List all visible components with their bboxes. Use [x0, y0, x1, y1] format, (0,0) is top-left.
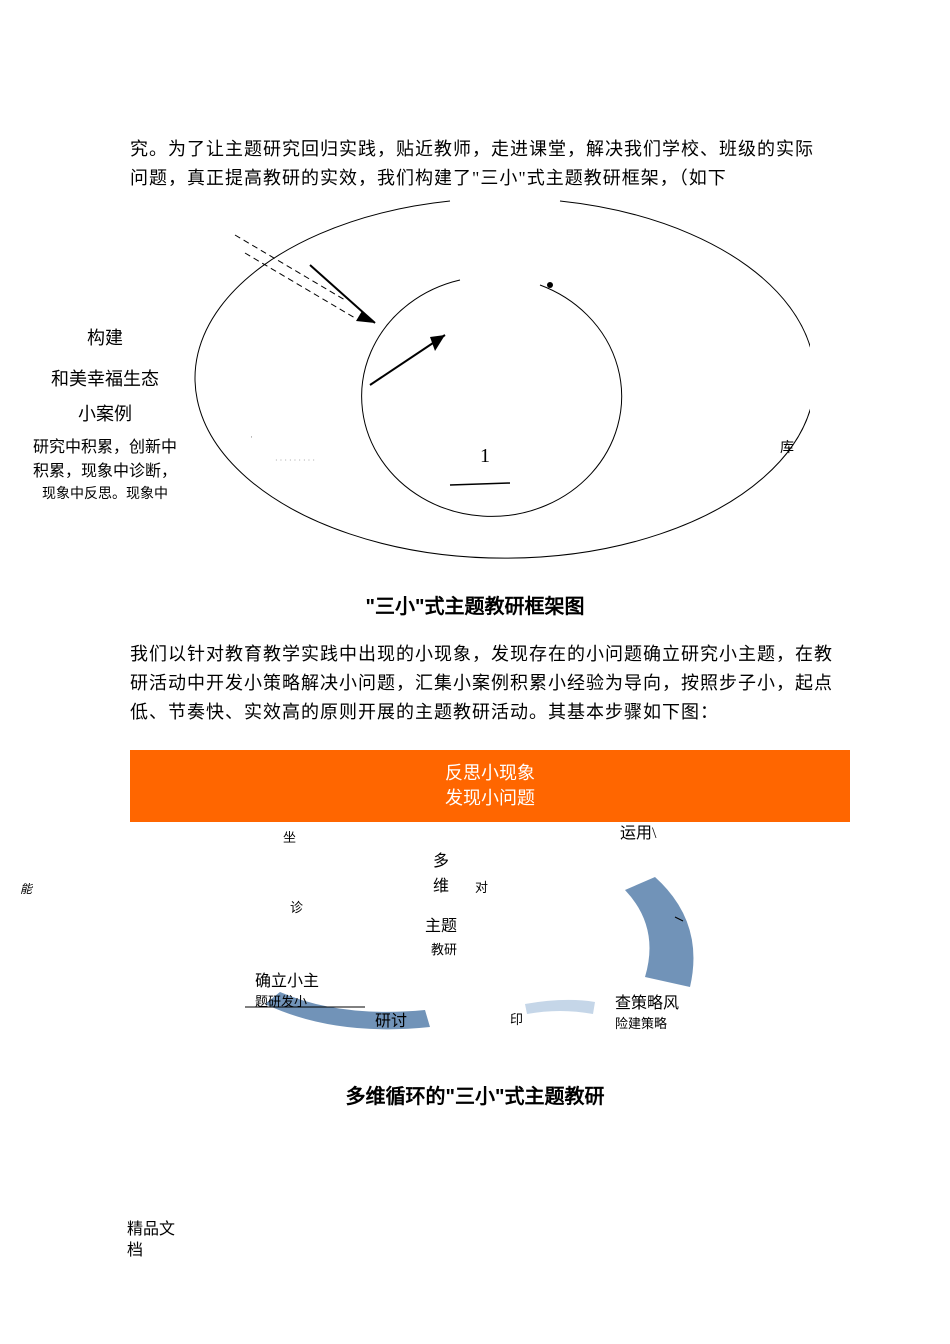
cycle-center-top: 多	[433, 852, 449, 871]
figure-1: · · · · · · · · · · 构建 和美幸福生态 小案例 研究中积累，…	[10, 195, 860, 575]
side-label-3: 小案例	[10, 401, 200, 428]
orange-line-2: 发现小问题	[130, 786, 850, 811]
center-number: 1	[480, 445, 490, 468]
side-label-1: 构建	[10, 325, 200, 352]
cycle-diagram: 坐 运用\ 多 维 对 主题 教研 诊 确立小主 题研发小 研讨 印 查策略风 …	[135, 822, 855, 1042]
orange-line-1: 反思小现象	[130, 761, 850, 786]
side-label-4c: 现象中反思。现象中	[10, 484, 200, 505]
ellipse-diagram: · · · · · · · · · ·	[180, 195, 810, 565]
side-label-4b: 积累，现象中诊断，	[10, 460, 200, 484]
paragraph-1: 究。为了让主题研究回归实践，贴近教师，走进课堂，解决我们学校、班级的实际问题，真…	[130, 135, 830, 193]
cycle-center-bottom: 教研	[431, 942, 457, 958]
cycle-center-mid1b: 对	[475, 880, 488, 896]
cycle-center-mid1: 维	[433, 877, 449, 896]
side-label-4a: 研究中积累，创新中	[10, 436, 200, 460]
side-label-2: 和美幸福生态	[10, 366, 200, 393]
cycle-bl-2: 题研发小	[255, 994, 307, 1010]
orange-banner: 反思小现象 发现小问题	[130, 750, 850, 822]
right-mark: 库	[780, 437, 794, 457]
cycle-svg	[135, 822, 855, 1042]
cycle-bm-1: 研讨	[375, 1012, 407, 1031]
cycle-bl-1: 确立小主	[255, 972, 319, 991]
paragraph-2: 我们以针对教育教学实践中出现的小现象，发现存在的小问题确立研究小主题，在教研活动…	[130, 640, 840, 726]
left-margin-tiny: 能	[20, 880, 32, 897]
cycle-top-right: 运用\	[620, 824, 656, 843]
svg-text:· · · · · · · · ·: · · · · · · · · ·	[275, 456, 315, 465]
svg-text:·: ·	[250, 432, 253, 442]
figure-1-side-labels: 构建 和美幸福生态 小案例 研究中积累，创新中 积累，现象中诊断， 现象中反思。…	[10, 325, 200, 505]
figure-1-title: "三小"式主题教研框架图	[0, 590, 950, 619]
cycle-mid-left: 诊	[290, 900, 303, 916]
cycle-bm-2: 印	[510, 1012, 523, 1028]
paragraph-1-text: 究。为了让主题研究回归实践，贴近教师，走进课堂，解决我们学校、班级的实际问题，真…	[130, 135, 830, 193]
cycle-center-mid2: 主题	[425, 917, 457, 936]
footer-line-1: 精品文	[127, 1220, 175, 1241]
cycle-br-2: 险建策略	[615, 1016, 667, 1032]
footer: 精品文 档	[127, 1220, 175, 1262]
cycle-top-left: 坐	[283, 830, 296, 846]
cycle-br-1: 查策略风	[615, 994, 679, 1013]
figure-2-title: 多维循环的"三小"式主题教研	[0, 1080, 950, 1109]
footer-line-2: 档	[127, 1241, 175, 1262]
paragraph-2-text: 我们以针对教育教学实践中出现的小现象，发现存在的小问题确立研究小主题，在教研活动…	[130, 640, 840, 726]
